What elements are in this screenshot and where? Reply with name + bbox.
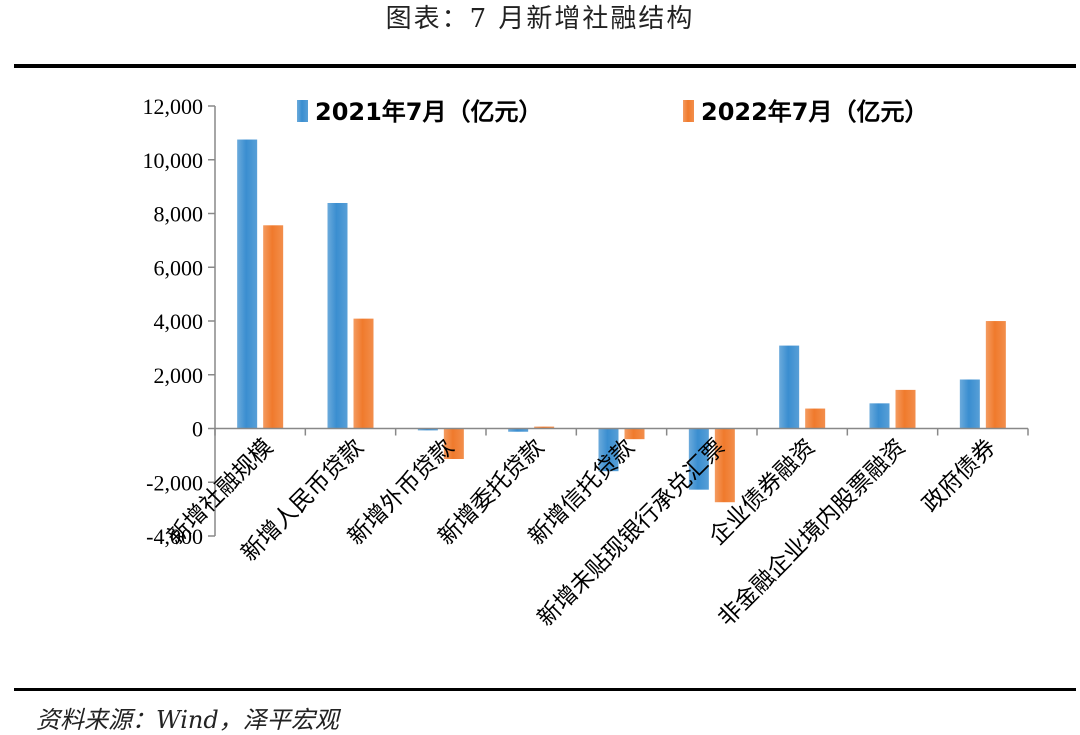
legend-label-2: 2022年7月（亿元） [701, 98, 929, 126]
chart-title: 图表：7 月新增社融结构 [385, 4, 695, 34]
bar-series2-2 [443, 428, 464, 460]
y-tick-label: -2,000 [146, 470, 203, 495]
bars [237, 139, 1006, 503]
y-tick-label: 0 [192, 417, 203, 442]
bar-series2-8 [985, 321, 1006, 429]
bar-series2-5 [714, 428, 735, 503]
y-tick-label: 12,000 [143, 94, 204, 119]
bar-series1-5 [688, 428, 709, 490]
legend-label-1: 2021年7月（亿元） [315, 98, 543, 126]
y-axis: 12,000 10,000 8,000 6,000 4,000 2,000 0 -2,000 -… [143, 94, 216, 549]
y-tick-label: 4,000 [154, 309, 204, 334]
bar-chart: 12,000 10,000 8,000 6,000 4,000 2,000 0 -2,000 -… [143, 94, 1029, 632]
bar-series1-1 [327, 202, 348, 429]
legend: 2021年7月（亿元） 2022年7月（亿元） [297, 98, 929, 126]
bar-series2-0 [263, 225, 284, 429]
bar-series2-6 [805, 408, 826, 429]
y-tick-label: 2,000 [154, 363, 204, 388]
bar-series1-7 [869, 403, 890, 429]
bar-series1-4 [598, 428, 619, 472]
x-category-label: 新增未贴现银行承兑汇票 [533, 434, 730, 631]
bar-series2-3 [534, 426, 555, 429]
bar-series1-8 [959, 379, 980, 429]
bottom-rule [14, 688, 1076, 691]
bar-series1-6 [779, 345, 800, 429]
top-rule [14, 64, 1076, 68]
legend-swatch-1 [297, 100, 308, 122]
bar-series1-2 [417, 428, 438, 431]
x-category-label: 政府债券 [918, 434, 1001, 517]
bar-series2-7 [895, 389, 916, 429]
legend-swatch-2 [683, 100, 694, 122]
x-axis: 新增社融规模新增人民币贷款新增外币贷款新增委托贷款新增信托贷款新增未贴现银行承兑… [162, 427, 1029, 632]
bar-series1-0 [237, 139, 258, 429]
y-tick-label: -4,000 [146, 524, 203, 549]
bar-series1-3 [508, 428, 529, 432]
y-tick-label: 6,000 [154, 255, 204, 280]
y-tick-label: 8,000 [154, 202, 204, 227]
x-category-label: 非金融企业境内股票融资 [713, 434, 910, 631]
bar-series2-4 [624, 428, 645, 440]
source-note: 资料来源：Wind，泽平宏观 [36, 706, 339, 734]
bar-series2-1 [353, 318, 374, 429]
y-tick-label: 10,000 [143, 148, 204, 173]
